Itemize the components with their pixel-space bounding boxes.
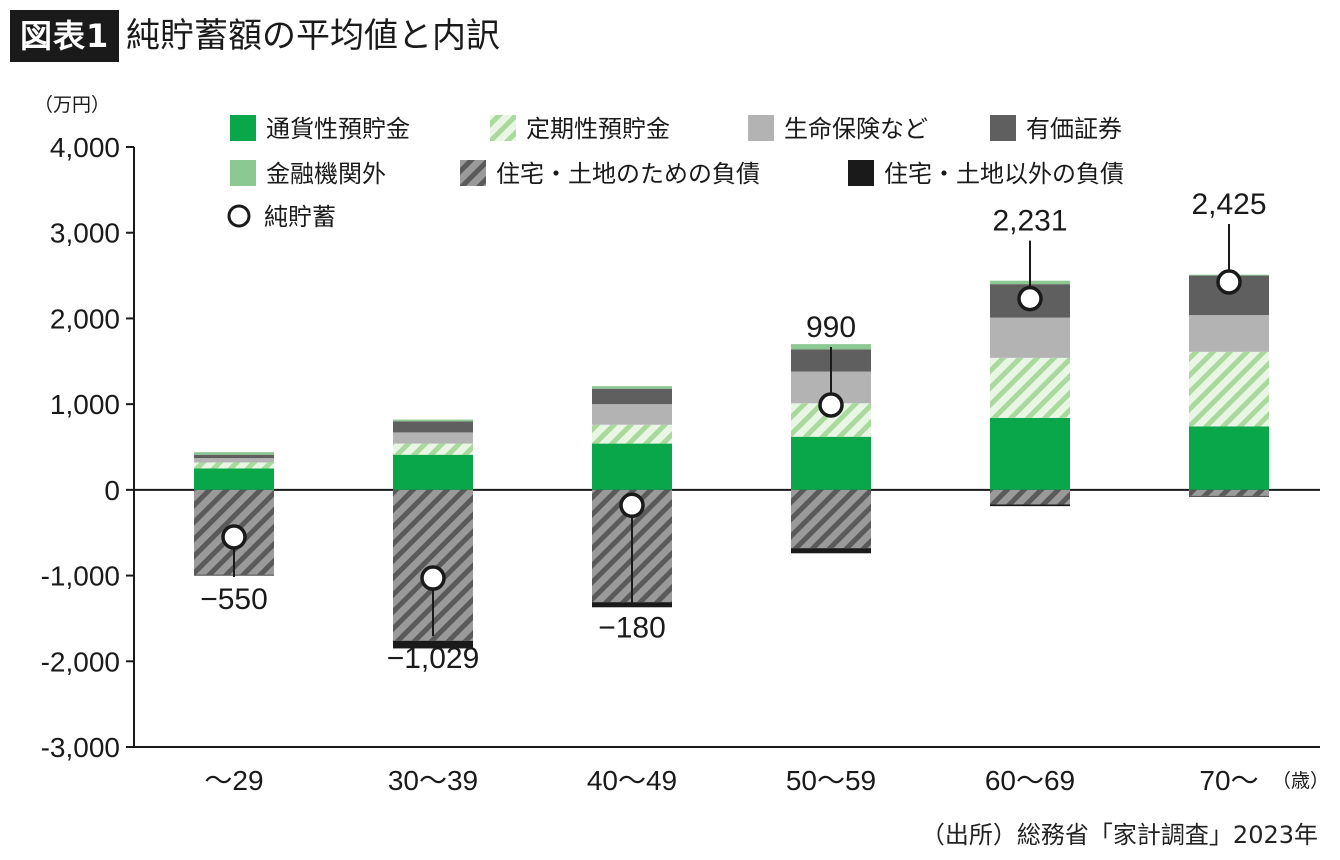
net-savings-label: 2,425 xyxy=(1191,188,1266,221)
bar-segment xyxy=(592,443,672,490)
bar-segment xyxy=(194,458,274,463)
y-tick-label: 2,000 xyxy=(50,303,120,334)
bar-segment xyxy=(393,454,473,490)
x-tick-label: 〜29 xyxy=(204,765,263,796)
x-tick-label: 30〜39 xyxy=(388,765,478,796)
net-savings-marker xyxy=(420,565,446,591)
bar-segment xyxy=(592,404,672,425)
bar-segment xyxy=(393,640,473,649)
y-tick-label: -3,000 xyxy=(41,732,120,763)
legend-label-net-savings: 純貯蓄 xyxy=(264,203,336,231)
y-tick-label: -1,000 xyxy=(41,561,120,592)
bar-segment xyxy=(1189,489,1269,496)
bar-segment xyxy=(990,317,1070,358)
bar-segment xyxy=(791,436,871,490)
y-tick-label: 4,000 xyxy=(50,132,120,163)
legend-label-non-financial: 金融機関外 xyxy=(266,160,386,188)
bar-segment xyxy=(1189,495,1269,497)
net-savings-label: −1,029 xyxy=(387,642,480,675)
net-savings-marker xyxy=(818,392,844,418)
bar-segment xyxy=(990,504,1070,507)
legend-swatch-housing-debt xyxy=(460,160,486,186)
bar-segment xyxy=(1189,426,1269,490)
y-tick-label: 3,000 xyxy=(50,218,120,249)
net-savings-marker xyxy=(619,492,645,519)
x-tick-label: 60〜69 xyxy=(985,765,1075,796)
y-tick-label: 0 xyxy=(104,475,120,506)
bar-segment xyxy=(393,443,473,455)
bar-segment xyxy=(393,432,473,444)
net-savings-label: 990 xyxy=(806,311,856,344)
legend-swatch-time-deposit xyxy=(490,115,516,141)
x-tick-label: 40〜49 xyxy=(587,765,677,796)
bar-segment xyxy=(592,388,672,405)
legend-label-other-debt: 住宅・土地以外の負債 xyxy=(884,160,1124,188)
chart-title: 純貯蓄額の平均値と内訳 xyxy=(126,16,500,56)
net-savings-marker xyxy=(221,524,247,550)
bars xyxy=(194,274,1269,649)
bar-segment xyxy=(194,454,274,459)
y-tick-label: 1,000 xyxy=(50,389,120,420)
legend-label-current-deposit: 通貨性預貯金 xyxy=(266,115,410,143)
bar-segment xyxy=(791,344,871,350)
axes: 4,000 3,000 2,000 1,000 0 -1,000 -2,000 -3,000 〜… xyxy=(41,132,1320,796)
bar-segment xyxy=(1189,351,1269,427)
net-savings-marker xyxy=(1216,269,1242,295)
legend-swatch-securities xyxy=(990,115,1016,141)
y-unit-label: （万円） xyxy=(34,94,110,116)
x-unit-label: （歳） xyxy=(1272,770,1329,792)
x-tick-label: 50〜59 xyxy=(786,765,876,796)
bar-segment xyxy=(194,462,274,469)
legend-swatch-current-deposit xyxy=(230,115,256,141)
net-savings-label: −550 xyxy=(200,583,268,616)
bar-segment xyxy=(592,424,672,444)
legend-swatch-non-financial xyxy=(230,160,256,186)
bar-segment xyxy=(990,489,1070,505)
bar-segment xyxy=(194,452,274,455)
source-note: （出所）総務省「家計調査」2023年 xyxy=(920,821,1318,849)
bar-segment xyxy=(1189,315,1269,352)
bar-segment xyxy=(791,548,871,554)
figure-label: 図表1 xyxy=(10,10,120,62)
bar-segment xyxy=(393,419,473,422)
legend-swatch-life-insurance xyxy=(748,115,774,141)
net-savings-markers: −550 −1,029 −180 990 2,231 2,425 xyxy=(200,188,1266,675)
legend-label-securities: 有価証券 xyxy=(1026,115,1122,143)
net-savings-label: −180 xyxy=(598,611,666,644)
net-savings-marker xyxy=(1017,285,1043,312)
bar-segment xyxy=(990,357,1070,418)
legend-swatch-other-debt xyxy=(848,160,874,186)
y-tick-label: -2,000 xyxy=(41,646,120,677)
bar-segment xyxy=(990,417,1070,490)
bar-segment xyxy=(194,468,274,490)
x-tick-label: 70〜 xyxy=(1199,765,1258,796)
legend-label-life-insurance: 生命保険など xyxy=(784,115,928,143)
legend-label-housing-debt: 住宅・土地のための負債 xyxy=(496,160,760,188)
legend-marker-net-savings xyxy=(227,204,251,228)
bar-segment xyxy=(592,386,672,389)
legend: 通貨性預貯金 定期性預貯金 生命保険など 有価証券 金融機関外 住宅・土地のため… xyxy=(227,115,1124,231)
legend-label-time-deposit: 定期性預貯金 xyxy=(526,115,670,143)
net-savings-label: 2,231 xyxy=(992,205,1067,238)
bar-segment xyxy=(393,421,473,433)
bar-segment xyxy=(791,489,871,549)
